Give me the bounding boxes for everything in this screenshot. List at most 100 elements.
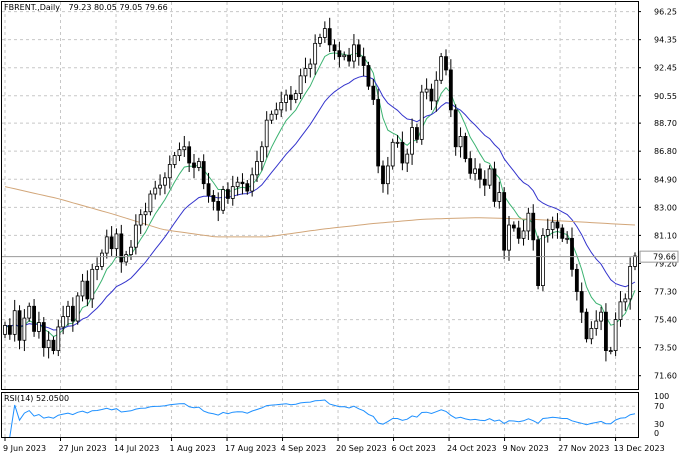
candle-bullish [623, 298, 628, 303]
y-tick-label: 94.35 [654, 36, 677, 45]
y-axis: 96.25 94.35 92.45 90.55 88.70 86.80 84.90 83.00… [638, 8, 677, 381]
x-tick-label: 9 Nov 2023 [503, 444, 549, 453]
candle-bullish [352, 44, 356, 62]
candle-bullish [167, 164, 172, 179]
candle-bearish [17, 310, 22, 341]
candle-bullish [599, 311, 603, 322]
candle-bearish [555, 221, 560, 229]
candle-bullish [526, 212, 531, 232]
candle-bullish [143, 211, 148, 216]
candle-bearish [356, 44, 361, 58]
candle-bullish [390, 141, 395, 167]
candle-bullish [439, 56, 444, 81]
candle-bullish [487, 168, 492, 186]
candle-bearish [366, 65, 371, 87]
candle-bearish [560, 227, 565, 239]
ma-mid-line [4, 75, 636, 331]
x-tick-label: 27 Nov 2023 [558, 444, 609, 453]
candle-bearish [444, 56, 448, 71]
candle-bullish [633, 255, 637, 267]
candle-bearish [376, 99, 381, 167]
rsi-tick-label: 70 [654, 402, 664, 411]
main-pane-frame [1, 1, 639, 390]
candle-bullish [405, 153, 410, 164]
candle-bearish [216, 201, 221, 211]
candle-bullish [342, 54, 347, 58]
candle-bearish [226, 189, 230, 199]
candle-bearish [332, 44, 337, 52]
candle-bearish [206, 183, 211, 196]
rsi-tick-label: 30 [654, 420, 664, 429]
x-tick-label: 4 Sep 2023 [281, 444, 327, 453]
candle-bullish [177, 149, 182, 157]
candle-bullish [550, 221, 555, 230]
candle-bearish [70, 305, 75, 322]
y-tick-label: 81.10 [654, 231, 677, 240]
candle-bullish [565, 237, 570, 240]
candle-bearish [429, 88, 434, 102]
candle-bullish [148, 193, 153, 213]
candle-bullish [3, 325, 7, 335]
candle-bullish [313, 42, 318, 65]
candle-bullish [196, 161, 201, 168]
y-tick-label: 71.60 [654, 372, 677, 381]
candle-bullish [250, 174, 255, 192]
candle-bullish [104, 236, 109, 254]
candle-bearish [478, 168, 482, 180]
candle-bullish [90, 268, 95, 300]
candle-bearish [347, 54, 351, 62]
candle-bullish [473, 168, 477, 174]
candle-bearish [289, 94, 293, 100]
candle-bullish [497, 192, 502, 202]
candle-bullish [269, 113, 274, 121]
candle-bullish [221, 189, 225, 211]
candle-bullish [61, 316, 66, 328]
candle-bearish [41, 322, 46, 349]
candle-bullish [318, 37, 322, 44]
candle-bullish [255, 161, 259, 176]
rsi-tick-label: 0 [654, 429, 659, 438]
candle-bearish [85, 280, 90, 300]
rsi-line [9, 399, 636, 438]
candle-bearish [211, 195, 216, 202]
candle-bullish [545, 229, 550, 236]
candle-bullish [124, 254, 129, 263]
candle-bullish [419, 91, 424, 140]
candle-bearish [187, 146, 192, 164]
x-tick-label: 1 Aug 2023 [170, 444, 216, 453]
candle-bearish [381, 165, 385, 185]
candle-bullish [27, 305, 32, 319]
chart-title: FBRENT.,Daily 79.23 80.05 79.05 79.66 [4, 3, 168, 12]
candle-bullish [80, 280, 85, 297]
candle-bearish [516, 227, 521, 239]
candle-bullish [284, 94, 288, 103]
candle-bullish [541, 234, 545, 287]
candle-bullish [458, 136, 463, 148]
candle-bullish [235, 181, 240, 188]
candle-bearish [584, 311, 589, 340]
ohlc-values: 79.23 80.05 79.05 79.66 [69, 3, 168, 12]
price-badge-label: 79.66 [653, 253, 676, 262]
candle-bullish [37, 322, 41, 332]
candle-bullish [385, 165, 390, 185]
price-badge-box [639, 250, 679, 263]
candle-bullish [133, 224, 138, 248]
symbol-label: FBRENT.,Daily [4, 3, 60, 12]
candle-bearish [468, 158, 473, 174]
candle-bearish [361, 56, 366, 66]
candle-bullish [274, 109, 279, 115]
candlesticks [3, 17, 637, 362]
candle-bearish [7, 325, 12, 335]
y-tick-label: 88.70 [654, 119, 677, 128]
candle-bullish [594, 320, 599, 329]
candle-bearish [502, 192, 507, 251]
candle-bullish [608, 350, 613, 352]
candle-bearish [337, 50, 342, 58]
candle-bullish [46, 339, 51, 349]
candle-bullish [182, 146, 187, 151]
rsi-label: RSI(14) 52.0500 [4, 394, 69, 403]
candle-bullish [303, 68, 308, 77]
x-tick-label: 17 Aug 2023 [225, 444, 276, 453]
candle-bearish [492, 168, 497, 202]
candle-bearish [245, 183, 250, 192]
